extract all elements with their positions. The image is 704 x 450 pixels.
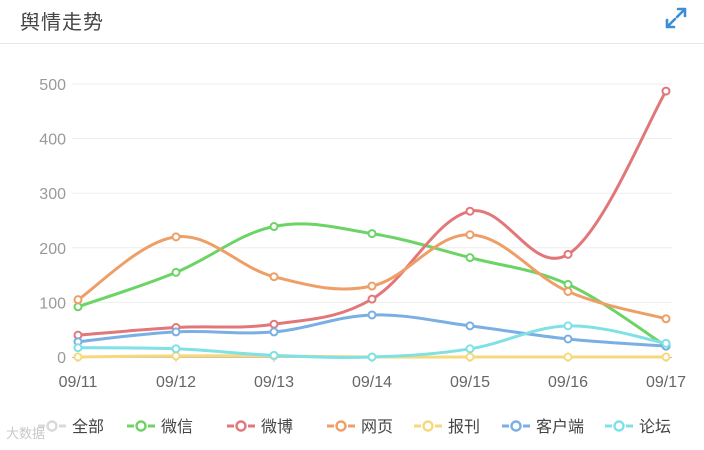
data-point (563, 279, 573, 289)
data-point (367, 294, 377, 304)
data-point (465, 352, 475, 362)
legend-marker (135, 420, 147, 432)
y-tick-label: 200 (39, 241, 66, 258)
x-tick-label: 09/17 (646, 374, 686, 391)
data-point (73, 352, 83, 362)
data-point (563, 321, 573, 331)
legend-marker (613, 420, 625, 432)
y-tick-label: 0 (57, 350, 66, 367)
data-point (171, 327, 181, 337)
data-point (661, 338, 671, 348)
data-point (269, 350, 279, 360)
data-point (661, 314, 671, 324)
legend-label: 网页 (361, 417, 393, 436)
data-point (661, 86, 671, 96)
data-point (661, 352, 671, 362)
data-point (367, 281, 377, 291)
x-tick-label: 09/14 (352, 374, 392, 391)
legend-marker (335, 420, 347, 432)
legend-item-4[interactable]: 报刊 (414, 417, 480, 436)
expand-diagonal-icon (665, 7, 687, 29)
data-point (171, 344, 181, 354)
watermark: 大数据 (6, 427, 46, 442)
data-point (171, 267, 181, 277)
expand-button[interactable] (664, 6, 688, 30)
legend-label: 客户端 (536, 417, 584, 436)
data-point (269, 319, 279, 329)
data-point (367, 310, 377, 320)
legend-item-1[interactable]: 微信 (127, 417, 193, 436)
legend-label: 微信 (161, 417, 193, 436)
x-tick-label: 09/15 (450, 374, 490, 391)
data-point (73, 295, 83, 305)
series-line-5 (77, 313, 667, 348)
data-point (563, 249, 573, 259)
y-tick-label: 100 (39, 295, 66, 312)
data-point (269, 222, 279, 232)
legend-item-3[interactable]: 网页 (327, 417, 393, 436)
x-tick-label: 09/16 (548, 374, 588, 391)
legend-item-6[interactable]: 论坛 (605, 417, 671, 436)
data-point (465, 321, 475, 331)
x-tick-label: 09/12 (156, 374, 196, 391)
data-point (73, 302, 83, 312)
data-point (269, 272, 279, 282)
legend-marker (46, 420, 58, 432)
legend-item-2[interactable]: 微博 (227, 417, 293, 436)
data-point (465, 344, 475, 354)
x-tick-label: 09/11 (59, 374, 98, 391)
legend-marker (235, 420, 247, 432)
y-tick-label: 300 (39, 186, 66, 203)
data-point (465, 230, 475, 240)
legend-label: 全部 (72, 417, 104, 436)
data-point (73, 343, 83, 353)
data-point (171, 232, 181, 242)
legend-label: 微博 (261, 417, 293, 436)
data-point (171, 351, 181, 361)
legend-marker (510, 420, 522, 432)
data-point (465, 206, 475, 216)
data-point (269, 327, 279, 337)
line-chart: 0 100 200 300 400 500 09/11 09/12 09/13 09/14 09/1… (38, 77, 686, 436)
data-point (465, 253, 475, 263)
data-point (563, 352, 573, 362)
y-tick-label: 400 (39, 132, 66, 149)
legend-item-5[interactable]: 客户端 (502, 417, 584, 436)
chart-title: 舆情走势 (20, 10, 104, 34)
data-point (563, 334, 573, 344)
legend-label: 论坛 (639, 417, 671, 436)
y-tick-label: 500 (39, 77, 66, 94)
data-point (563, 286, 573, 296)
legend-label: 报刊 (448, 417, 480, 436)
legend-item-0[interactable]: 全部 (38, 417, 104, 436)
chart-header: 舆情走势 (0, 0, 704, 44)
x-tick-label: 09/13 (254, 374, 294, 391)
legend-marker (422, 420, 434, 432)
data-point (367, 229, 377, 239)
data-point (367, 352, 377, 362)
